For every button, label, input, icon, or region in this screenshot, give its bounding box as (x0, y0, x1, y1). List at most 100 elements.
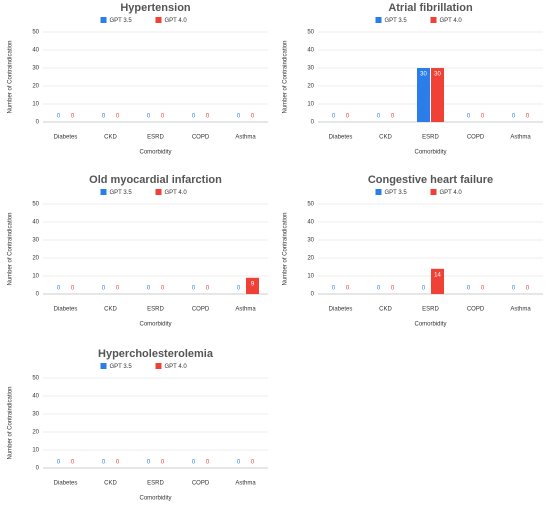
value-label: 30 (434, 72, 441, 78)
y-tick-label: 40 (307, 48, 314, 54)
value-label: 0 (346, 114, 350, 120)
x-tick-label: Diabetes (54, 481, 78, 487)
x-tick-label: COPD (192, 307, 210, 313)
chart-title: Hypertension (120, 2, 191, 14)
x-tick-label: Asthma (510, 135, 531, 141)
value-label: 0 (422, 286, 426, 292)
x-tick-label: Diabetes (329, 135, 353, 141)
value-label: 0 (71, 286, 75, 292)
x-tick-label: ESRD (147, 307, 164, 313)
value-label: 0 (332, 286, 336, 292)
y-tick-label: 10 (307, 102, 314, 108)
y-tick-label: 30 (32, 238, 39, 244)
value-label: 0 (102, 114, 106, 120)
value-label: 0 (116, 286, 120, 292)
value-label: 9 (251, 281, 255, 287)
x-tick-label: Asthma (235, 307, 256, 313)
value-label: 0 (391, 114, 395, 120)
y-tick-label: 50 (32, 30, 39, 36)
chart-title: Atrial fibrillation (388, 2, 473, 14)
y-tick-label: 20 (307, 84, 314, 90)
value-label: 0 (512, 286, 516, 292)
x-axis-title: Comorbidity (139, 322, 171, 328)
y-tick-label: 30 (307, 66, 314, 72)
legend-swatch (375, 189, 382, 195)
value-label: 0 (346, 286, 350, 292)
value-label: 0 (332, 114, 336, 120)
value-label: 0 (526, 114, 530, 120)
chart-panel: Hypertension GPT 3.5 GPT 4.0 0 10 20 30 40 50 Num… (8, 2, 268, 156)
y-tick-label: 40 (32, 220, 39, 226)
bar (417, 68, 430, 122)
value-label: 0 (206, 460, 210, 466)
bar (431, 68, 444, 122)
chart-panel: Hypercholesterolemia GPT 3.5 GPT 4.0 0 10 20 3… (8, 348, 268, 502)
y-tick-label: 0 (36, 466, 40, 472)
chart-panel: Atrial fibrillation GPT 3.5 GPT 4.0 0 10 20 30… (283, 2, 543, 156)
legend-swatch (100, 363, 107, 369)
legend-label: GPT 3.5 (110, 364, 133, 370)
value-label: 0 (147, 460, 151, 466)
legend-swatch (155, 189, 162, 195)
y-tick-label: 10 (32, 448, 39, 454)
x-tick-label: COPD (192, 135, 210, 141)
value-label: 0 (71, 460, 75, 466)
y-axis-title: Number of Contraindication (8, 212, 14, 285)
x-tick-label: COPD (192, 481, 210, 487)
value-label: 0 (116, 460, 120, 466)
value-label: 0 (192, 114, 196, 120)
value-label: 0 (71, 114, 75, 120)
legend-swatch (155, 17, 162, 23)
value-label: 0 (237, 460, 241, 466)
x-tick-label: COPD (467, 135, 485, 141)
y-tick-label: 20 (307, 256, 314, 262)
legend-swatch (100, 17, 107, 23)
y-tick-label: 40 (307, 220, 314, 226)
value-label: 0 (237, 114, 241, 120)
value-label: 0 (161, 114, 165, 120)
value-label: 0 (512, 114, 516, 120)
y-tick-label: 50 (307, 30, 314, 36)
value-label: 0 (57, 286, 61, 292)
x-tick-label: ESRD (147, 481, 164, 487)
legend-label: GPT 4.0 (440, 190, 463, 196)
y-tick-label: 10 (32, 274, 39, 280)
x-tick-label: CKD (379, 135, 392, 141)
value-label: 0 (57, 460, 61, 466)
value-label: 0 (251, 114, 255, 120)
value-label: 0 (481, 286, 485, 292)
value-label: 30 (420, 72, 427, 78)
y-tick-label: 20 (32, 256, 39, 262)
y-tick-label: 30 (307, 238, 314, 244)
value-label: 0 (467, 114, 471, 120)
value-label: 0 (192, 286, 196, 292)
value-label: 0 (377, 114, 381, 120)
x-tick-label: Diabetes (54, 307, 78, 313)
chart-title: Hypercholesterolemia (98, 348, 214, 360)
legend-label: GPT 3.5 (385, 18, 408, 24)
y-tick-label: 0 (311, 120, 315, 126)
y-tick-label: 40 (32, 48, 39, 54)
y-tick-label: 0 (36, 120, 40, 126)
x-tick-label: Diabetes (54, 135, 78, 141)
y-tick-label: 20 (32, 84, 39, 90)
value-label: 0 (102, 286, 106, 292)
x-tick-label: CKD (104, 135, 117, 141)
x-tick-label: CKD (104, 481, 117, 487)
y-tick-label: 0 (311, 292, 315, 298)
x-tick-label: COPD (467, 307, 485, 313)
y-tick-label: 50 (307, 202, 314, 208)
y-tick-label: 40 (32, 394, 39, 400)
bar (246, 277, 259, 294)
legend-swatch (100, 189, 107, 195)
value-label: 0 (526, 286, 530, 292)
value-label: 0 (251, 460, 255, 466)
value-label: 14 (434, 272, 441, 278)
y-axis-title: Number of Contraindication (8, 386, 14, 459)
y-axis-title: Number of Contraindication (8, 40, 14, 113)
x-tick-label: Diabetes (329, 307, 353, 313)
value-label: 0 (391, 286, 395, 292)
y-axis-title: Number of Contraindication (283, 40, 289, 113)
legend-label: GPT 4.0 (165, 190, 188, 196)
